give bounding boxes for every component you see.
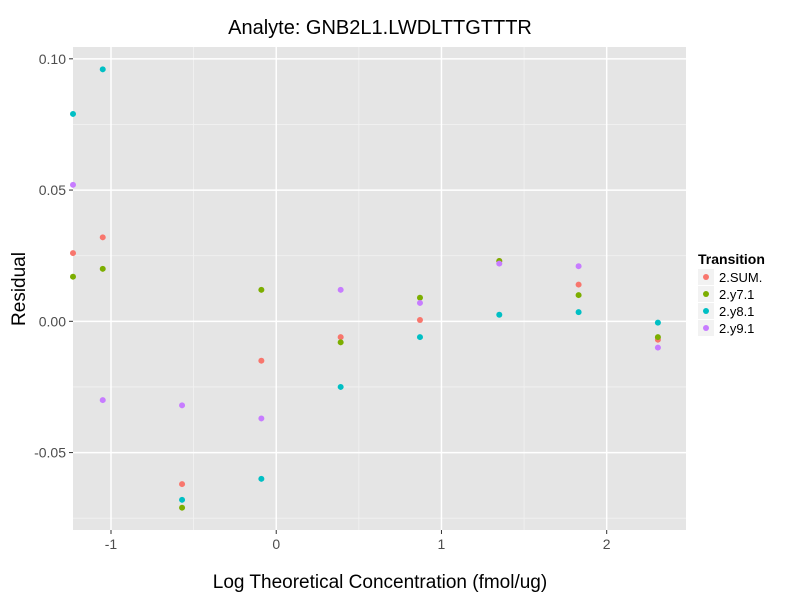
legend-items: 2.SUM. 2.y7.1 2.y8.1 2.y9.1	[698, 269, 762, 336]
legend-swatch	[703, 291, 709, 297]
legend: Transition 2.SUM. 2.y7.1 2.y8.1 2.y9.1	[698, 251, 765, 336]
x-axis: -1 0 1 2	[105, 530, 611, 552]
data-point	[337, 334, 344, 341]
y-axis: -0.05 0.00 0.05 0.10	[34, 51, 73, 461]
data-point	[179, 496, 186, 503]
legend-label: 2.y7.1	[719, 287, 754, 302]
data-point	[575, 263, 582, 270]
data-point	[258, 357, 265, 364]
data-point	[99, 397, 106, 404]
x-axis-title: Log Theoretical Concentration (fmol/ug)	[213, 572, 547, 593]
y-tick-label: 0.05	[39, 182, 66, 198]
data-point	[70, 250, 76, 257]
data-point	[337, 383, 344, 390]
data-point	[99, 234, 106, 241]
y-tick-label: 0.00	[39, 313, 66, 329]
data-point	[179, 402, 186, 409]
data-point	[179, 504, 186, 511]
data-points	[70, 66, 661, 511]
data-point	[654, 319, 661, 326]
data-point	[496, 260, 503, 267]
data-point	[575, 292, 582, 299]
y-tick-label: 0.10	[39, 51, 66, 67]
data-point	[70, 273, 76, 280]
x-tick-label: 2	[603, 536, 611, 552]
legend-title: Transition	[698, 251, 765, 267]
data-point	[416, 294, 423, 301]
minor-grid	[73, 47, 686, 530]
data-point	[654, 344, 661, 351]
x-tick-label: -1	[105, 536, 118, 552]
data-point	[258, 415, 265, 422]
major-grid	[73, 47, 686, 530]
chart-title: Analyte: GNB2L1.LWDLTTGTTTR	[228, 17, 532, 39]
data-point	[258, 286, 265, 293]
legend-swatch	[703, 274, 709, 280]
data-point	[337, 286, 344, 293]
data-point	[496, 311, 503, 318]
y-axis-title: Residual	[9, 252, 30, 326]
data-point	[416, 317, 423, 323]
x-tick-label: 0	[272, 536, 280, 552]
data-point	[70, 181, 76, 188]
data-point	[179, 481, 186, 488]
legend-label: 2.SUM.	[719, 270, 762, 285]
legend-label: 2.y8.1	[719, 304, 754, 319]
data-point	[99, 66, 106, 73]
data-point	[258, 475, 265, 482]
data-point	[416, 299, 423, 306]
data-point	[70, 110, 76, 117]
data-point	[99, 265, 106, 272]
legend-swatch	[703, 308, 709, 314]
x-tick-label: 1	[438, 536, 446, 552]
legend-label: 2.y9.1	[719, 321, 754, 336]
data-point	[416, 334, 423, 341]
y-tick-label: -0.05	[34, 445, 66, 461]
legend-swatch	[703, 325, 709, 331]
data-point	[654, 334, 661, 341]
plot-panel	[73, 47, 686, 530]
data-point	[337, 339, 344, 346]
data-point	[575, 309, 582, 316]
data-point	[575, 281, 582, 288]
